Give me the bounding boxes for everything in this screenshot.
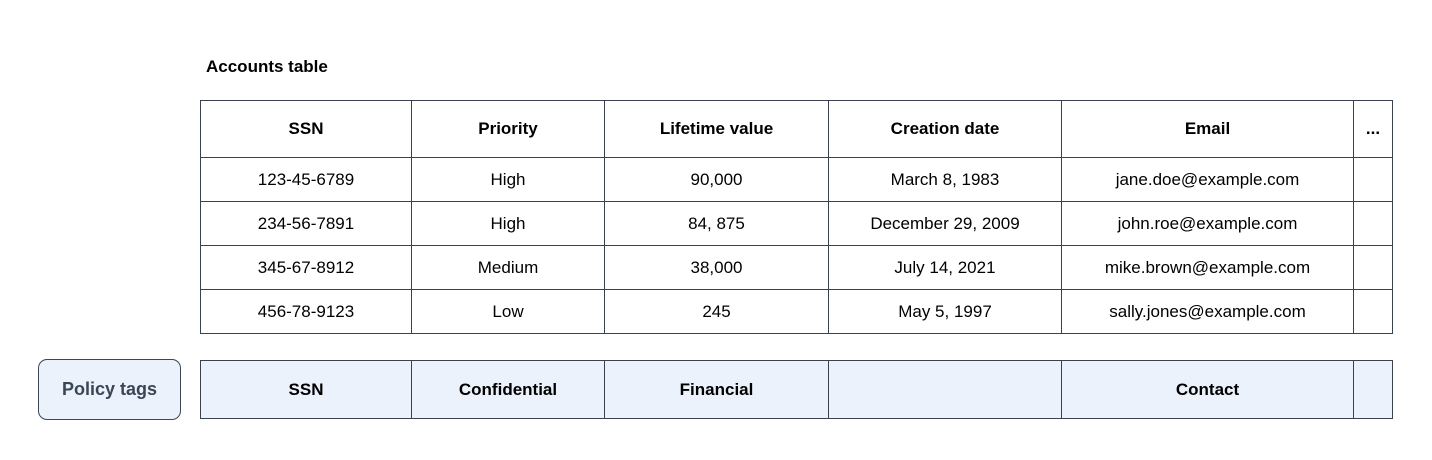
table-cell: 123-45-6789	[200, 157, 412, 202]
table-cell: 456-78-9123	[200, 289, 412, 334]
table-cell: July 14, 2021	[828, 245, 1062, 290]
table-cell: Low	[411, 289, 605, 334]
policy-tags-row: SSN Confidential Financial Contact	[200, 360, 1393, 419]
table-cell	[1353, 201, 1393, 246]
table-cell: john.roe@example.com	[1061, 201, 1354, 246]
policy-tag-empty	[828, 360, 1062, 419]
table-cell: 84, 875	[604, 201, 829, 246]
table-cell: sally.jones@example.com	[1061, 289, 1354, 334]
accounts-table-title: Accounts table	[206, 57, 328, 76]
table-row: 345-67-8912 Medium 38,000 July 14, 2021 mike…	[200, 245, 1393, 290]
table-cell	[1353, 289, 1393, 334]
table-cell: High	[411, 157, 605, 202]
table-cell: jane.doe@example.com	[1061, 157, 1354, 202]
table-cell: 38,000	[604, 245, 829, 290]
column-header-email: Email	[1061, 100, 1354, 158]
table-cell: May 5, 1997	[828, 289, 1062, 334]
column-header-ssn: SSN	[200, 100, 412, 158]
accounts-header-row: SSN Priority Lifetime value Creation date Em…	[200, 100, 1393, 158]
table-row: 123-45-6789 High 90,000 March 8, 1983 jane.d…	[200, 157, 1393, 202]
column-header-more: ...	[1353, 100, 1393, 158]
table-cell: 245	[604, 289, 829, 334]
table-cell: 90,000	[604, 157, 829, 202]
accounts-table: SSN Priority Lifetime value Creation date Em…	[200, 100, 1393, 334]
table-cell: mike.brown@example.com	[1061, 245, 1354, 290]
table-cell: 234-56-7891	[200, 201, 412, 246]
table-cell: 345-67-8912	[200, 245, 412, 290]
policy-tag-confidential: Confidential	[411, 360, 605, 419]
policy-tags-button[interactable]: Policy tags	[38, 359, 181, 420]
policy-tag-ssn: SSN	[200, 360, 412, 419]
table-cell: December 29, 2009	[828, 201, 1062, 246]
column-header-lifetime-value: Lifetime value	[604, 100, 829, 158]
table-row: 234-56-7891 High 84, 875 December 29, 2009 j…	[200, 201, 1393, 246]
column-header-creation-date: Creation date	[828, 100, 1062, 158]
table-cell	[1353, 157, 1393, 202]
table-row: 456-78-9123 Low 245 May 5, 1997 sally.jones@…	[200, 289, 1393, 334]
policy-tag-financial: Financial	[604, 360, 829, 419]
table-cell: Medium	[411, 245, 605, 290]
policy-tag-empty	[1353, 360, 1393, 419]
table-cell	[1353, 245, 1393, 290]
policy-tags-button-label: Policy tags	[61, 379, 158, 399]
policy-tag-contact: Contact	[1061, 360, 1354, 419]
column-header-priority: Priority	[411, 100, 605, 158]
table-cell: March 8, 1983	[828, 157, 1062, 202]
policy-tags-table: SSN Confidential Financial Contact	[200, 360, 1393, 419]
table-cell: High	[411, 201, 605, 246]
